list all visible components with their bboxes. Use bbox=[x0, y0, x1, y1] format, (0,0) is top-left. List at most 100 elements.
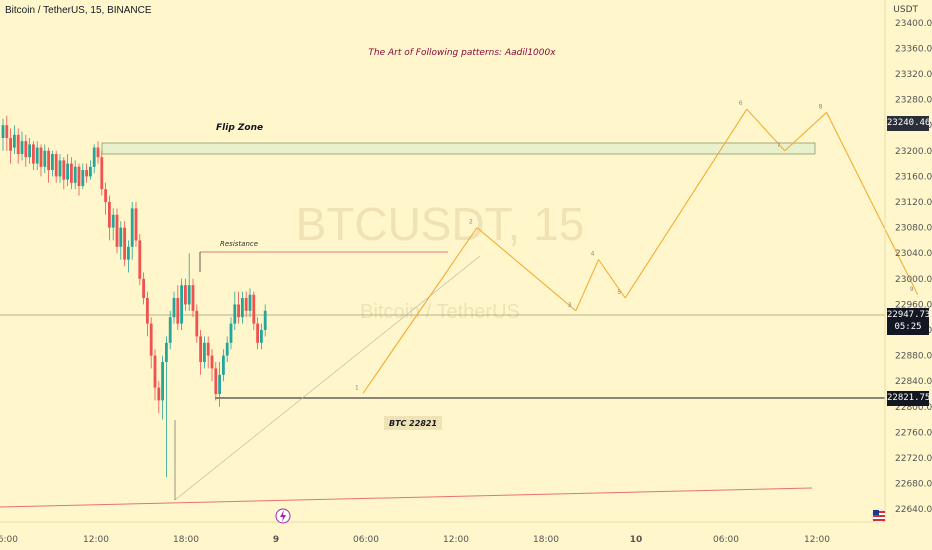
candle-body bbox=[5, 125, 9, 138]
price-tick: 23400.00 bbox=[895, 19, 932, 29]
projection-segment bbox=[598, 259, 626, 299]
long-trendline[interactable] bbox=[0, 487, 813, 508]
price-tick: 22760.00 bbox=[895, 428, 932, 438]
candle-body bbox=[85, 170, 88, 177]
projection-segment bbox=[746, 108, 786, 152]
time-tick: 9 bbox=[273, 535, 279, 545]
candle-body bbox=[161, 362, 164, 401]
projection-point-label: 6 bbox=[739, 100, 743, 107]
candle-body bbox=[70, 163, 73, 183]
flip-zone-box[interactable] bbox=[101, 142, 816, 155]
candle-body bbox=[260, 330, 263, 343]
candle-body bbox=[119, 227, 123, 247]
price-tick: 23040.00 bbox=[895, 249, 932, 259]
price-tick: 23080.00 bbox=[895, 224, 932, 234]
candle-body bbox=[13, 134, 16, 148]
candle-body bbox=[73, 166, 77, 183]
candle-body bbox=[24, 141, 28, 158]
candle-body bbox=[77, 166, 81, 186]
candle-body bbox=[108, 202, 111, 228]
projection-point-label: 5 bbox=[617, 289, 621, 296]
price-tick: 23280.00 bbox=[895, 96, 932, 106]
candle-body bbox=[96, 147, 100, 158]
price-tick: 22800.00 bbox=[895, 403, 932, 413]
candle-body bbox=[218, 374, 221, 394]
time-tick: 12:00 bbox=[804, 535, 830, 545]
candle-body bbox=[256, 323, 259, 343]
candle-body bbox=[244, 298, 248, 311]
candle-body bbox=[157, 387, 161, 401]
projection-segment bbox=[575, 259, 600, 312]
btc-level-label: BTC 22821 bbox=[389, 419, 437, 428]
projection-point-label: 9 bbox=[910, 286, 914, 293]
candle-body bbox=[134, 208, 138, 241]
projection-point-label: 3 bbox=[568, 302, 572, 309]
candle-body bbox=[111, 214, 115, 228]
resistance-label: Resistance bbox=[220, 240, 258, 248]
price-tick: 23120.00 bbox=[895, 198, 932, 208]
candle-body bbox=[115, 214, 119, 247]
candle-body bbox=[176, 298, 180, 324]
current-price-label: 22947.73 bbox=[887, 308, 930, 323]
candle-body bbox=[32, 144, 35, 164]
projection-segment bbox=[826, 112, 919, 296]
projection-segment bbox=[784, 112, 827, 152]
candle-body bbox=[92, 147, 96, 167]
candle-body bbox=[206, 342, 210, 356]
time-tick: 18:00 bbox=[533, 535, 559, 545]
candle-body bbox=[123, 227, 126, 260]
candle-body bbox=[28, 144, 31, 158]
candle-body bbox=[39, 147, 43, 167]
projection-point-label: 4 bbox=[591, 251, 595, 258]
candle-body bbox=[165, 342, 168, 362]
candle-body bbox=[9, 138, 12, 151]
currency-label[interactable]: USDT bbox=[893, 5, 918, 15]
lightning-glyph bbox=[280, 510, 286, 522]
us-flag-icon[interactable] bbox=[871, 508, 887, 524]
price-tick: 22680.00 bbox=[895, 480, 932, 490]
projection-path[interactable]: 1 2 3 4 5 6 7 8 9 bbox=[355, 100, 919, 394]
candle-body bbox=[47, 150, 50, 170]
time-tick: 12:00 bbox=[83, 535, 109, 545]
candle-body bbox=[100, 157, 104, 190]
candle-body bbox=[180, 285, 183, 324]
projection-point-label: 1 bbox=[355, 384, 359, 391]
candle-body bbox=[127, 246, 130, 260]
candle-body bbox=[130, 208, 134, 247]
price-tick: 23160.00 bbox=[895, 172, 932, 182]
time-tick: 06:00 bbox=[713, 535, 739, 545]
candle-body bbox=[54, 154, 58, 177]
projection-segment bbox=[476, 227, 577, 312]
candle-body bbox=[195, 310, 199, 337]
price-tick: 22840.00 bbox=[895, 377, 932, 387]
candle-body bbox=[229, 323, 233, 343]
candle-body bbox=[89, 166, 92, 177]
price-tick: 23000.00 bbox=[895, 275, 932, 285]
time-tick: 10 bbox=[630, 535, 643, 545]
candle-body bbox=[138, 240, 142, 279]
price-tick: 23320.00 bbox=[895, 70, 932, 80]
candle-body bbox=[66, 163, 69, 180]
candle-body bbox=[222, 355, 225, 375]
candle-body bbox=[237, 304, 240, 318]
time-tick: 18:00 bbox=[173, 535, 199, 545]
candle-body bbox=[172, 298, 176, 318]
candle-body bbox=[149, 323, 153, 356]
btc-label-bg bbox=[384, 416, 442, 430]
pattern-title: The Art of Following patterns: Aadil1000… bbox=[368, 48, 556, 58]
symbol-title[interactable]: Bitcoin / TetherUS, 15, BINANCE bbox=[5, 5, 152, 16]
candle-body bbox=[58, 160, 62, 177]
candle-body bbox=[184, 285, 187, 305]
candle-body bbox=[199, 336, 202, 362]
time-axis[interactable]: 06:00 12:00 18:00 9 06:00 12:00 18:00 10 06:00 12… bbox=[0, 535, 830, 545]
projection-point-label: 7 bbox=[777, 142, 781, 149]
candle-body bbox=[263, 310, 267, 330]
candle-body bbox=[241, 298, 244, 318]
candle-body bbox=[191, 285, 195, 311]
candle-body bbox=[20, 141, 24, 154]
time-tick: 12:00 bbox=[443, 535, 469, 545]
candlestick-series bbox=[1, 115, 267, 478]
watermark-ticker: BTCUSDT, 15 bbox=[296, 198, 585, 250]
